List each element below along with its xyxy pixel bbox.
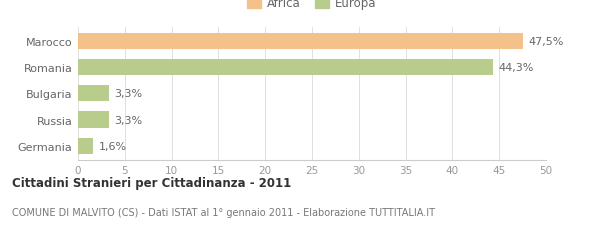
Text: COMUNE DI MALVITO (CS) - Dati ISTAT al 1° gennaio 2011 - Elaborazione TUTTITALIA: COMUNE DI MALVITO (CS) - Dati ISTAT al 1…: [12, 207, 435, 217]
Text: 47,5%: 47,5%: [528, 37, 563, 46]
Bar: [78, 112, 109, 128]
Bar: [78, 60, 493, 76]
Text: 1,6%: 1,6%: [98, 141, 127, 151]
Text: 3,3%: 3,3%: [115, 89, 143, 99]
Text: 44,3%: 44,3%: [498, 63, 533, 73]
Bar: [78, 138, 93, 154]
Bar: [78, 33, 523, 50]
Legend: Africa, Europa: Africa, Europa: [242, 0, 382, 15]
Bar: [78, 86, 109, 102]
Text: Cittadini Stranieri per Cittadinanza - 2011: Cittadini Stranieri per Cittadinanza - 2…: [12, 177, 291, 190]
Text: 3,3%: 3,3%: [115, 115, 143, 125]
